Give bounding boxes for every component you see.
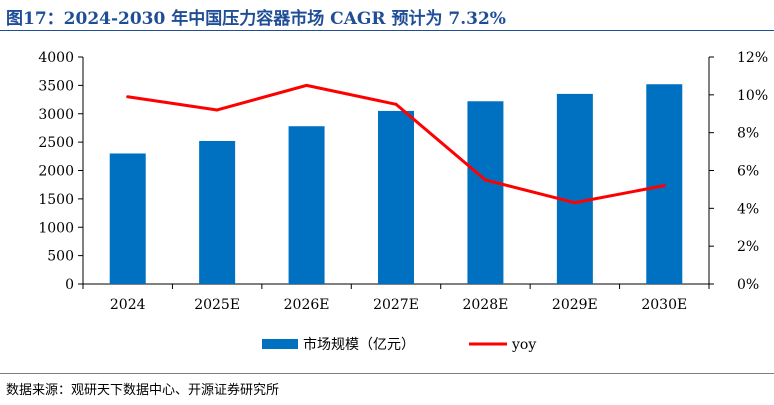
- yoy-point-2025E: [215, 108, 219, 112]
- left-tick-label: 1500: [38, 192, 74, 208]
- x-tick-label: 2027E: [373, 297, 419, 313]
- bar-2024: [109, 153, 146, 284]
- left-tick-label: 2000: [38, 164, 74, 180]
- left-tick-label: 3000: [38, 107, 74, 123]
- bar-2030E: [646, 84, 683, 285]
- legend-bar-swatch: [262, 339, 298, 349]
- title-divider: [0, 30, 774, 31]
- left-tick-label: 1000: [38, 220, 74, 236]
- right-tick-label: 8%: [737, 126, 759, 142]
- left-tick-label: 2500: [38, 135, 74, 151]
- combo-chart: 0 500 1000 1500 2000 2500 3000 3500 4000 0% 2% 4% 6%…: [38, 50, 768, 353]
- yoy-point-2024: [126, 95, 130, 99]
- left-tick-label: 0: [65, 277, 74, 293]
- right-tick-label: 2%: [737, 239, 759, 255]
- bar-2028E: [467, 101, 504, 284]
- left-tick-label: 4000: [38, 50, 74, 66]
- right-tick-label: 4%: [737, 201, 759, 217]
- x-tick-label: 2030E: [641, 297, 687, 313]
- right-tick-label: 0%: [737, 277, 759, 293]
- legend-line-label: yoy: [511, 337, 536, 353]
- source-note: 数据来源：观研天下数据中心、开源证券研究所: [6, 383, 280, 398]
- bar-2027E: [378, 110, 414, 284]
- x-tick-label: 2029E: [552, 297, 598, 313]
- right-tick-label: 6%: [737, 164, 759, 180]
- yoy-point-2027E: [394, 102, 398, 106]
- line-series: [126, 83, 666, 205]
- source-divider: [0, 373, 774, 374]
- yoy-point-2030E: [662, 184, 666, 188]
- yoy-point-2029E: [573, 201, 577, 205]
- x-tick-label: 2025E: [194, 297, 240, 313]
- legend-bar-label: 市场规模（亿元）: [303, 336, 415, 353]
- legend: 市场规模（亿元） yoy: [262, 336, 536, 353]
- bar-2025E: [199, 140, 236, 284]
- bar-2026E: [288, 126, 325, 284]
- x-tick-label: 2026E: [284, 297, 330, 313]
- axes: 0 500 1000 1500 2000 2500 3000 3500 4000 0% 2% 4% 6%…: [38, 50, 768, 313]
- x-tick-label: 2028E: [462, 297, 508, 313]
- left-tick-label: 500: [47, 249, 74, 265]
- bar-series: [109, 84, 683, 285]
- right-tick-label: 12%: [737, 50, 768, 66]
- chart-title: 图17：2024-2030 年中国压力容器市场 CAGR 预计为 7.32%: [6, 9, 506, 29]
- yoy-point-2028E: [483, 178, 487, 182]
- right-tick-label: 10%: [737, 88, 768, 104]
- left-tick-label: 3500: [38, 78, 74, 94]
- bar-2029E: [556, 93, 593, 284]
- yoy-point-2026E: [305, 83, 309, 87]
- x-tick-label: 2024: [110, 297, 146, 313]
